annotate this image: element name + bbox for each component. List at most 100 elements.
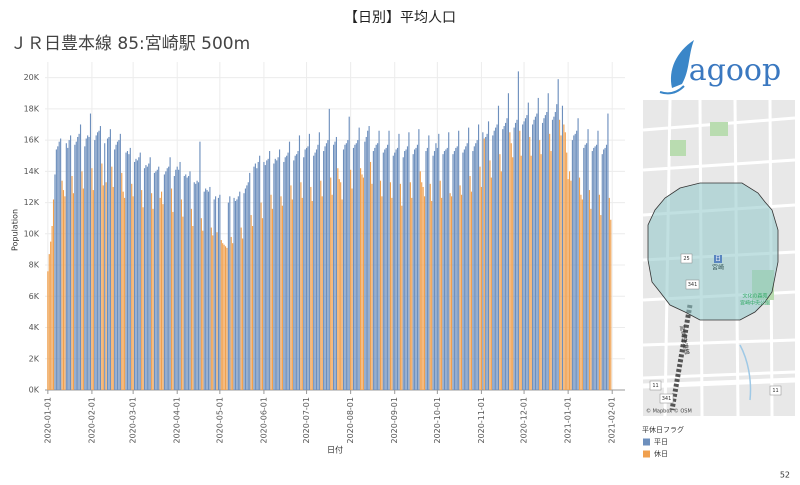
bar xyxy=(296,154,298,390)
bar xyxy=(200,218,202,390)
bar xyxy=(283,161,285,390)
bar xyxy=(259,155,261,390)
bar xyxy=(561,105,564,390)
bar xyxy=(405,149,407,390)
bar xyxy=(442,154,444,390)
x-tick-label: 2020-11-01 xyxy=(477,397,486,444)
bar xyxy=(536,113,538,391)
bar xyxy=(580,194,582,390)
bar xyxy=(509,132,511,391)
legend-swatch xyxy=(643,450,650,458)
bar xyxy=(277,157,279,390)
bar xyxy=(288,141,291,390)
bar xyxy=(247,182,249,390)
bar xyxy=(75,141,77,390)
y-tick-label: 16K xyxy=(24,136,40,145)
bar xyxy=(446,147,448,390)
bar xyxy=(360,168,362,390)
bar xyxy=(242,238,244,390)
bar xyxy=(67,147,69,390)
bar xyxy=(109,129,111,390)
x-tick-label: 2020-01-01 xyxy=(43,397,52,444)
bar xyxy=(389,182,392,390)
bar xyxy=(62,190,65,390)
bar xyxy=(492,135,494,390)
bar xyxy=(57,146,59,390)
bar xyxy=(249,172,251,390)
bar xyxy=(195,183,197,390)
bar xyxy=(101,163,103,390)
bar xyxy=(119,133,121,390)
bar xyxy=(364,141,366,390)
bar xyxy=(459,185,461,390)
bar xyxy=(92,190,94,390)
bar xyxy=(209,186,211,390)
bar xyxy=(404,151,406,390)
bar xyxy=(142,207,144,390)
legend-label: 休日 xyxy=(654,449,668,458)
bar xyxy=(522,124,524,390)
x-tick-label: 2020-08-01 xyxy=(346,397,355,444)
bar xyxy=(335,136,337,390)
bar xyxy=(155,171,157,390)
bar xyxy=(251,226,254,390)
bar xyxy=(176,166,178,390)
bar xyxy=(72,193,74,390)
bar xyxy=(131,183,133,390)
bar xyxy=(601,154,603,390)
bar xyxy=(608,197,610,390)
bar xyxy=(286,155,288,390)
bar xyxy=(402,157,404,390)
bar xyxy=(323,151,325,390)
bar xyxy=(411,197,413,390)
map-shield xyxy=(649,380,662,391)
bar xyxy=(152,208,154,390)
bar xyxy=(256,168,258,390)
bar xyxy=(401,205,403,390)
bar xyxy=(102,185,104,390)
bar xyxy=(351,188,353,390)
bar xyxy=(583,147,585,390)
bar xyxy=(197,182,200,390)
chart-subtitle: ＪＲ日豊本線 85:宮崎駅 500m xyxy=(10,34,250,54)
bar xyxy=(148,163,150,390)
bar xyxy=(287,152,289,390)
bar xyxy=(513,127,515,390)
bar xyxy=(212,235,214,390)
bar xyxy=(584,144,586,390)
bar xyxy=(244,188,247,390)
map-railway xyxy=(669,304,693,411)
bar xyxy=(223,244,225,390)
x-tick-label: 2020-04-01 xyxy=(173,397,182,444)
bar xyxy=(334,141,336,390)
bar xyxy=(487,121,490,390)
bar xyxy=(604,147,606,390)
bar xyxy=(406,146,409,390)
bar xyxy=(47,271,49,390)
map-label: 宮崎中央公園 xyxy=(740,300,770,307)
bar xyxy=(77,136,79,390)
bar xyxy=(233,197,235,390)
bar xyxy=(116,141,119,390)
bar xyxy=(493,130,495,390)
bar xyxy=(97,132,99,391)
bar xyxy=(151,193,153,390)
bar xyxy=(532,124,534,390)
bar xyxy=(341,199,343,390)
legend-swatch xyxy=(643,438,650,446)
bar xyxy=(519,130,521,390)
bar xyxy=(526,115,528,390)
bar xyxy=(170,188,173,390)
bar xyxy=(315,149,318,390)
bar xyxy=(311,201,313,390)
bar xyxy=(165,171,167,390)
x-tick-label: 2021-01-01 xyxy=(564,397,573,444)
bar xyxy=(190,208,192,390)
bar xyxy=(441,197,443,390)
bar xyxy=(603,149,605,390)
bar xyxy=(429,183,431,390)
x-tick-label: 2020-09-01 xyxy=(390,397,399,444)
y-tick-label: 14K xyxy=(24,167,40,176)
bar xyxy=(87,135,89,390)
bar xyxy=(348,116,350,391)
